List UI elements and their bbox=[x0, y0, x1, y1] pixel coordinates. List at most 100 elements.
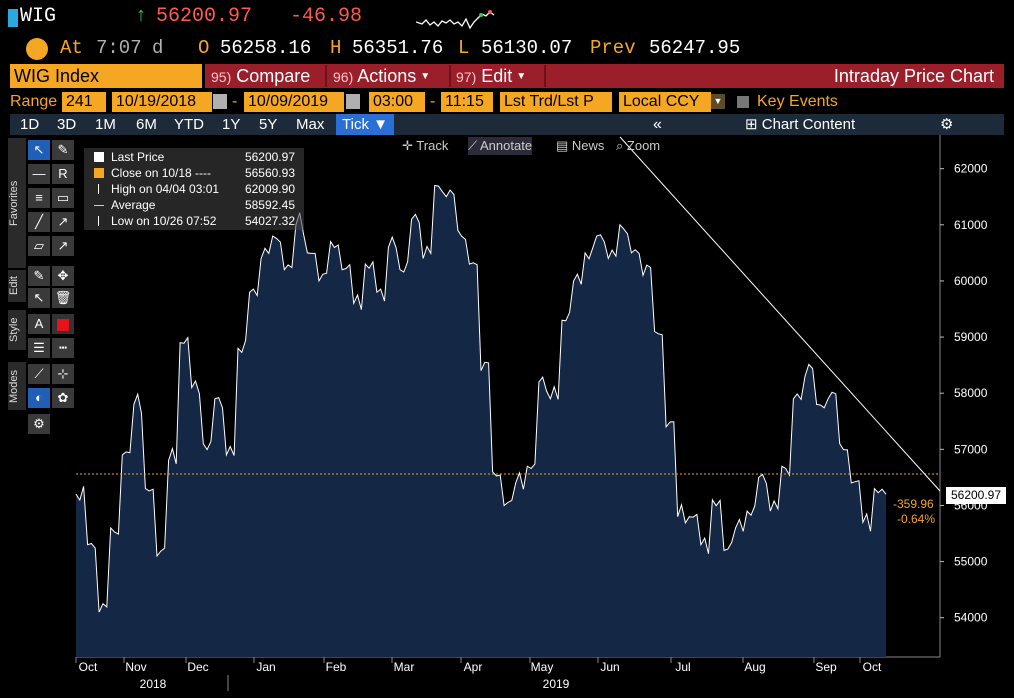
channel-icon[interactable]: ▱ bbox=[28, 236, 50, 256]
ticker-marker bbox=[8, 9, 18, 27]
gauge-icon[interactable] bbox=[26, 38, 48, 60]
select-icon[interactable]: ↖ bbox=[28, 288, 50, 308]
color-swatch-icon[interactable] bbox=[52, 314, 74, 334]
security-field[interactable]: WIG Index bbox=[10, 64, 202, 88]
legend-value: 62009.90 bbox=[244, 182, 295, 196]
horizontal-line-icon[interactable]: — bbox=[28, 164, 50, 184]
start-time-field[interactable]: 03:00 bbox=[369, 92, 425, 112]
trash-icon[interactable]: 🗑 bbox=[52, 288, 74, 308]
currency-field[interactable]: Local CCY bbox=[619, 92, 711, 112]
palette-icon[interactable]: ✿ bbox=[52, 388, 74, 408]
actions-label: Actions bbox=[357, 66, 417, 86]
zoom-icon: ⌕ bbox=[616, 138, 624, 153]
style-tab[interactable]: Style bbox=[8, 310, 26, 350]
end-time-field[interactable]: 11:15 bbox=[441, 92, 493, 112]
favorites-tab[interactable]: Favorites bbox=[8, 138, 26, 268]
low-value: 56130.07 bbox=[481, 37, 573, 59]
prev-label: Prev bbox=[590, 37, 636, 59]
intraday-chart[interactable]: 5400055000560005700058000590006000061000… bbox=[0, 135, 1014, 698]
line-style-icon[interactable]: ┅ bbox=[52, 338, 74, 358]
tab-max[interactable]: Max bbox=[296, 116, 325, 133]
tab-5y[interactable]: 5Y bbox=[259, 116, 278, 133]
actions-button[interactable]: 96) Actions ▼ bbox=[333, 64, 430, 88]
trend-line-icon[interactable]: ╱ bbox=[28, 212, 50, 232]
legend-swatch bbox=[94, 168, 104, 178]
x-tick-label: Dec bbox=[187, 660, 208, 674]
change-percent: -0.64% bbox=[897, 512, 936, 526]
open-label: O bbox=[198, 37, 210, 59]
tab-ytd[interactable]: YTD bbox=[174, 116, 204, 133]
toolbox-settings-icon[interactable]: ⚙ bbox=[28, 414, 50, 434]
trade-type-field[interactable]: Lst Trd/Lst P bbox=[500, 92, 612, 112]
calendar-icon[interactable] bbox=[213, 94, 227, 109]
chart-area[interactable]: 54000 55000 56000 57000 58000 59000 60000 61000… bbox=[0, 135, 1014, 698]
annotate-label: Annotate bbox=[480, 138, 533, 153]
key-events-checkbox[interactable] bbox=[737, 96, 749, 108]
caret-down-icon: ▼ bbox=[516, 71, 527, 83]
tab-6m[interactable]: 6M bbox=[136, 116, 157, 133]
quote-line: At 7:07 d O 56258.16 H 56351.76 L 56130.… bbox=[0, 34, 1014, 62]
ray-line-icon[interactable]: ↗ bbox=[52, 212, 74, 232]
legend-label: Average bbox=[111, 198, 156, 212]
fibonacci-icon[interactable]: ≡ bbox=[28, 188, 50, 208]
y-tick-label: 60000 bbox=[954, 274, 988, 288]
legend-swatch bbox=[94, 152, 104, 162]
start-date-field[interactable]: 10/19/2018 bbox=[112, 92, 212, 112]
track-button[interactable]: ✛ Track bbox=[402, 137, 448, 155]
range-dash: - bbox=[232, 93, 238, 110]
chart-legend[interactable]: Last Price 56200.97 Close on 10/18 ---- … bbox=[84, 148, 304, 230]
chart-content-button[interactable]: ⊞ Chart Content bbox=[745, 114, 855, 135]
font-icon[interactable]: A bbox=[28, 314, 50, 334]
quote-time: 7:07 bbox=[96, 37, 142, 59]
caret-down-icon: ▼ bbox=[420, 71, 431, 83]
gear-icon[interactable]: ⚙ bbox=[940, 116, 954, 133]
tab-1d[interactable]: 1D bbox=[20, 116, 40, 133]
legend-label: Close on 10/18 ---- bbox=[111, 166, 212, 180]
text-tool-icon[interactable]: R bbox=[52, 164, 74, 184]
ticker-symbol[interactable]: WIG bbox=[20, 5, 57, 28]
legend-item: Close on 10/18 ---- 56560.93 bbox=[94, 165, 299, 181]
price-area-fill bbox=[76, 185, 886, 657]
x-tick-label: Jun bbox=[600, 660, 619, 674]
modes-tab[interactable]: Modes bbox=[8, 362, 26, 410]
edit-tab[interactable]: Edit bbox=[8, 270, 26, 302]
edit-pen-icon[interactable]: ✎ bbox=[28, 266, 50, 286]
collapse-chevron-icon[interactable]: « bbox=[653, 116, 662, 133]
key-events-label: Key Events bbox=[757, 93, 838, 110]
x-tick-label: Oct bbox=[863, 660, 882, 674]
pen-tool-icon[interactable]: ✎ bbox=[52, 140, 74, 160]
zoom-label: Zoom bbox=[626, 138, 661, 153]
rectangle-icon[interactable]: ▭ bbox=[52, 188, 74, 208]
pointer-tool-icon[interactable]: ↖ bbox=[28, 140, 50, 160]
zoom-button[interactable]: ⌕ Zoom bbox=[616, 137, 660, 155]
caret-down-icon[interactable]: ▼ bbox=[711, 94, 725, 109]
last-price: 56200.97 bbox=[156, 5, 253, 28]
legend-value: 56560.93 bbox=[244, 166, 295, 180]
change-value: -359.96 bbox=[893, 497, 934, 511]
tab-1y[interactable]: 1Y bbox=[222, 116, 241, 133]
divider bbox=[449, 65, 451, 87]
draw-mode-icon[interactable]: ⟋ bbox=[28, 364, 50, 384]
move-icon[interactable]: ✥ bbox=[52, 266, 74, 286]
compare-button[interactable]: 95) Compare bbox=[211, 64, 310, 88]
price-line bbox=[75, 184, 887, 613]
legend-value: 58592.45 bbox=[244, 198, 295, 212]
compare-label: Compare bbox=[236, 66, 311, 86]
tab-tick[interactable]: Tick ▼ bbox=[336, 114, 394, 135]
days-field[interactable]: 241 bbox=[62, 92, 106, 112]
end-date-field[interactable]: 10/09/2019 bbox=[244, 92, 344, 112]
y-tick-label: 61000 bbox=[954, 218, 988, 232]
cursor-mode-icon[interactable]: ◐ bbox=[28, 388, 50, 408]
arrow-line-icon[interactable]: ↗ bbox=[52, 236, 74, 256]
tab-1m[interactable]: 1M bbox=[95, 116, 116, 133]
line-weight-icon[interactable]: ☰ bbox=[28, 338, 50, 358]
annotate-button[interactable]: ⟋ Annotate bbox=[468, 137, 533, 155]
legend-swatch bbox=[98, 184, 100, 194]
tab-3d[interactable]: 3D bbox=[57, 116, 77, 133]
edit-button[interactable]: 97) Edit ▼ bbox=[456, 64, 526, 88]
magnet-icon[interactable]: ⊹ bbox=[52, 364, 74, 384]
calendar-icon[interactable] bbox=[346, 94, 360, 109]
x-tick-label: Aug bbox=[744, 660, 765, 674]
legend-value: 54027.32 bbox=[244, 214, 295, 228]
news-button[interactable]: ▤ News bbox=[556, 137, 604, 155]
